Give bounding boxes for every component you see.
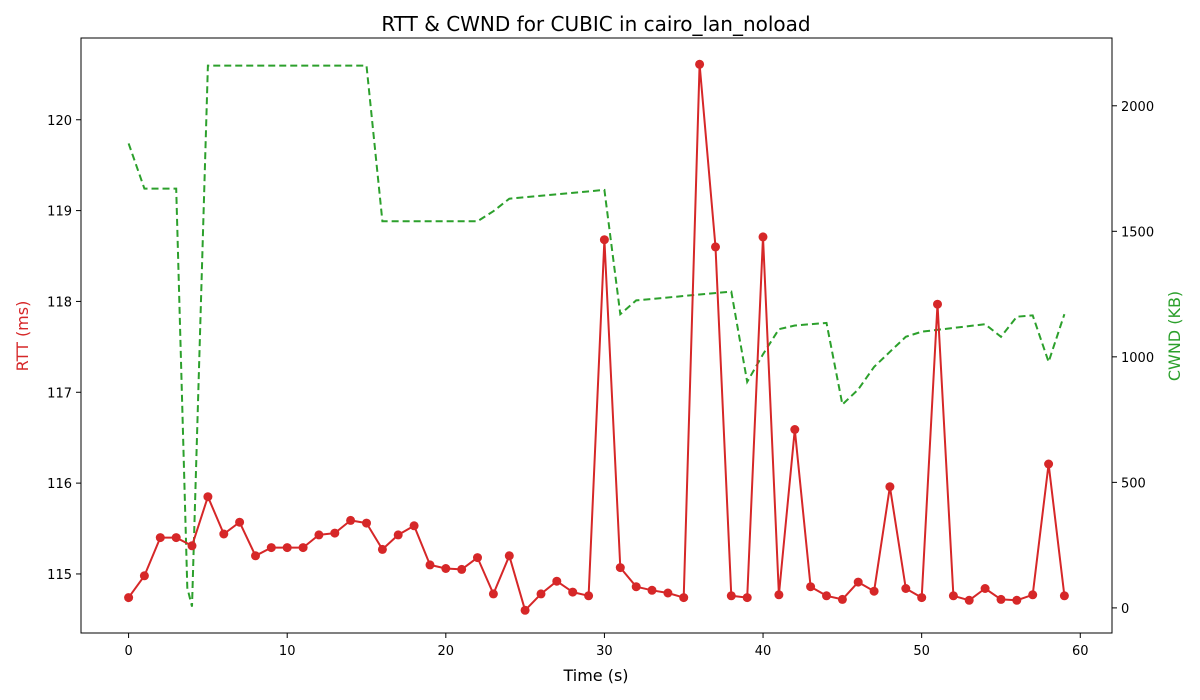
rtt-point (203, 492, 213, 502)
y-axis-right: 0 500 1000 1500 2000 (1112, 100, 1154, 617)
rtt-point (441, 564, 451, 573)
rtt-point (488, 589, 498, 599)
y-left-tick-label: 117 (47, 386, 72, 401)
rtt-point (837, 594, 847, 604)
y-left-tick-label: 116 (47, 477, 72, 492)
rtt-point (520, 605, 530, 615)
rtt-point (171, 533, 181, 543)
y-axis-right-label: CWND (KB) (1165, 291, 1184, 381)
x-tick-label: 30 (596, 644, 613, 659)
x-axis: 0 10 20 30 40 50 60 (124, 633, 1089, 659)
y-left-tick-label: 120 (47, 114, 72, 129)
rtt-point (251, 551, 260, 561)
rtt-point (742, 593, 752, 603)
rtt-point (393, 530, 403, 540)
rtt-point (536, 589, 546, 599)
rtt-point (917, 593, 927, 603)
x-axis-label: Time (s) (562, 666, 628, 685)
y-right-tick-label: 1000 (1121, 351, 1154, 366)
plot-frame (80, 37, 1113, 634)
rtt-point (647, 585, 657, 595)
rtt-point (853, 577, 863, 587)
rtt-point (330, 528, 340, 538)
rtt-point (139, 571, 149, 581)
y-right-tick-label: 1500 (1121, 225, 1154, 240)
series-layer (124, 59, 1069, 615)
rtt-point (806, 582, 816, 592)
x-tick-label: 50 (913, 644, 930, 659)
rtt-point (362, 518, 371, 528)
rtt-point (964, 595, 974, 605)
x-tick-label: 10 (279, 644, 296, 659)
rtt-point (124, 593, 134, 603)
y-right-tick-label: 500 (1121, 476, 1146, 491)
rtt-point (568, 587, 578, 597)
rtt-point (457, 564, 467, 574)
rtt-point (726, 591, 736, 601)
rtt-point (869, 586, 879, 596)
cwnd-series-line (127, 64, 1066, 607)
rtt-point (885, 482, 895, 492)
rtt-point (790, 425, 800, 434)
rtt-point (584, 591, 594, 601)
rtt-point (679, 593, 689, 603)
y-right-tick-label: 2000 (1121, 100, 1154, 115)
rtt-point (1028, 590, 1038, 600)
rtt-point (695, 59, 705, 69)
rtt-point (599, 235, 609, 245)
rtt-point (552, 576, 562, 586)
rtt-point (473, 553, 482, 563)
y-left-tick-label: 115 (47, 568, 72, 583)
rtt-point (346, 515, 356, 525)
rtt-point (377, 544, 387, 554)
rtt-point (996, 594, 1006, 604)
rtt-point (822, 591, 831, 601)
rtt-point (298, 543, 308, 553)
rtt-point (631, 582, 641, 592)
rtt-point (409, 521, 419, 531)
rtt-point (901, 584, 911, 593)
x-tick-label: 0 (124, 644, 132, 659)
rtt-point (219, 529, 229, 539)
rtt-point (314, 530, 324, 540)
rtt-point (615, 563, 625, 573)
rtt-point (1044, 459, 1054, 469)
rtt-point (425, 560, 435, 570)
rtt-point (282, 543, 292, 553)
rtt-point (711, 242, 720, 252)
chart-title: RTT & CWND for CUBIC in cairo_lan_noload (381, 12, 810, 36)
rtt-point (504, 551, 514, 561)
y-left-tick-label: 119 (47, 205, 72, 220)
y-axis-left-label: RTT (ms) (13, 301, 32, 372)
x-tick-label: 20 (438, 644, 455, 659)
rtt-point (774, 590, 784, 600)
rtt-point (235, 517, 245, 527)
y-right-tick-label: 0 (1121, 602, 1129, 617)
rtt-point (1059, 591, 1069, 601)
rtt-point (266, 543, 276, 553)
rtt-point (933, 299, 942, 309)
rtt-point (187, 541, 197, 551)
rtt-point (155, 533, 165, 543)
rtt-point (1012, 595, 1022, 605)
rtt-series-line (127, 63, 1066, 612)
y-axis-left: 115 116 117 118 119 120 (47, 114, 81, 583)
x-tick-label: 60 (1072, 644, 1089, 659)
rtt-point (948, 591, 958, 601)
rtt-point (663, 588, 673, 598)
rtt-point (758, 232, 768, 242)
y-left-tick-label: 118 (47, 295, 72, 310)
x-tick-label: 40 (755, 644, 772, 659)
rtt-point (980, 584, 990, 593)
